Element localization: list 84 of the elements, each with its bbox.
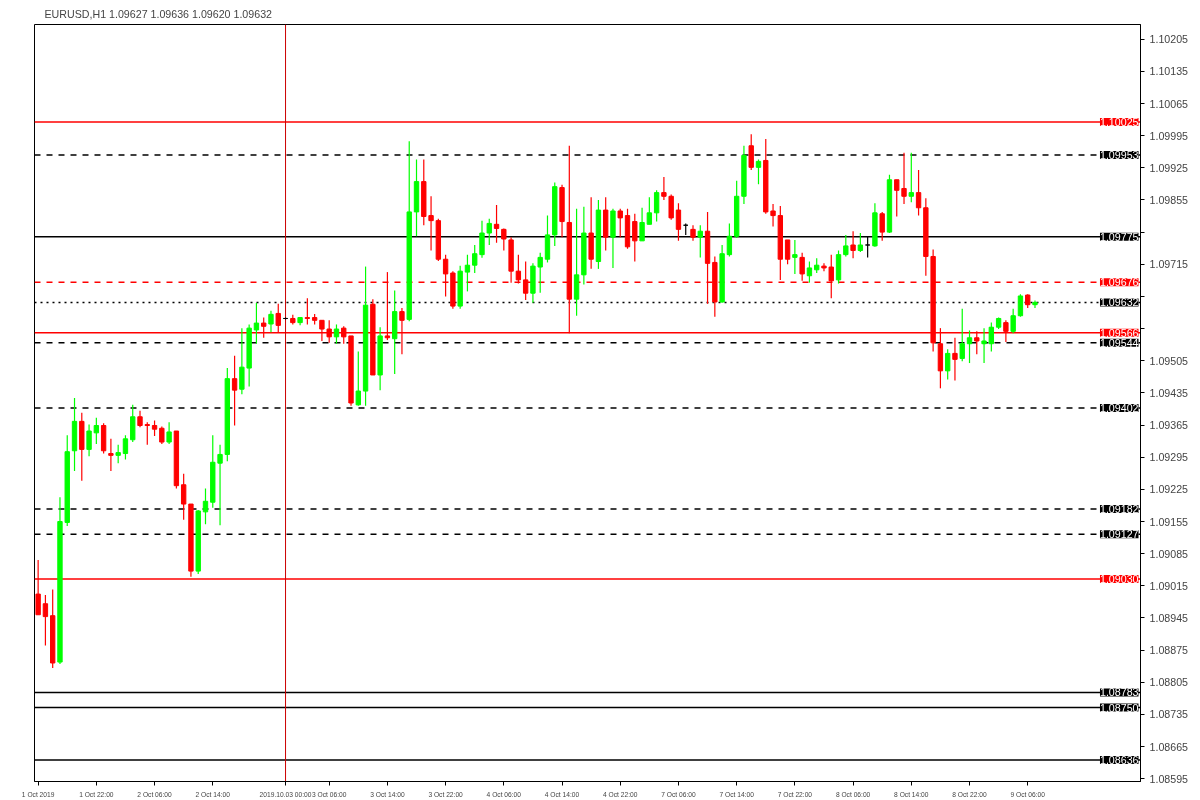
y-tick-label: 1.08595	[1149, 772, 1189, 785]
y-tick-label: 1.09505	[1149, 354, 1189, 367]
candlestick	[784, 239, 791, 265]
ref-line-label: 1.09953	[1099, 148, 1139, 161]
candlestick	[632, 213, 638, 263]
y-tick-label: 1.08945	[1149, 611, 1189, 624]
candlestick	[166, 421, 172, 445]
candlestick	[653, 189, 660, 223]
ref-line-label: 1.08636	[1099, 753, 1139, 766]
ref-line-label: 1.10025	[1099, 115, 1139, 128]
ref-line-label: 1.08783	[1099, 686, 1139, 699]
candlestick	[915, 169, 922, 217]
candlestick	[639, 207, 645, 242]
candlestick	[879, 211, 885, 242]
candlestick	[850, 230, 856, 259]
y-tick-label: 1.08875	[1149, 644, 1189, 657]
y-tick-label: 1.09925	[1149, 161, 1189, 174]
candlestick	[304, 297, 311, 326]
y-tick-label: 1.09365	[1149, 419, 1189, 432]
candlestick	[268, 310, 274, 333]
ref-line-label: 1.08750	[1099, 701, 1139, 714]
candlestick	[966, 329, 973, 364]
ref-line-label: 1.09182	[1099, 503, 1139, 516]
candlestick	[42, 594, 49, 647]
candlestick	[486, 218, 492, 246]
ref-line-label: 1.09632	[1099, 296, 1139, 309]
y-tick-label: 1.09225	[1149, 483, 1189, 496]
candlestick	[122, 434, 129, 461]
ref-line-label: 1.09544	[1099, 336, 1139, 349]
y-tick-label: 1.08805	[1149, 676, 1189, 689]
candlestick	[1010, 308, 1016, 334]
candlestick	[806, 260, 813, 284]
ref-line-label: 1.09127	[1099, 528, 1139, 541]
candlestick	[908, 152, 914, 203]
candlestick	[333, 323, 340, 345]
ref-line-label: 1.09775	[1099, 230, 1139, 243]
candlestick	[501, 227, 507, 252]
candlestick	[617, 208, 623, 238]
chart-title: EURUSD,H1 1.09627 1.09636 1.09620 1.09632	[44, 7, 273, 20]
y-tick-label: 1.09085	[1149, 547, 1189, 560]
candlestick	[792, 239, 798, 275]
candlestick	[726, 222, 733, 258]
candlestick	[959, 308, 965, 362]
candlestick	[944, 348, 951, 381]
candlestick	[857, 232, 864, 253]
candlestick	[464, 254, 471, 292]
candlestick	[93, 417, 100, 445]
candlestick	[646, 196, 653, 225]
candlestick	[843, 234, 849, 258]
y-tick-label: 1.09435	[1149, 386, 1189, 399]
ref-line-label: 1.09402	[1099, 402, 1139, 415]
y-tick-label: 1.09855	[1149, 193, 1189, 206]
candlestick	[799, 252, 805, 282]
candlestick	[180, 473, 187, 521]
candlestick	[697, 224, 703, 258]
ref-line-label: 1.09030	[1099, 572, 1139, 585]
candlestick	[748, 133, 754, 171]
candlestick	[981, 327, 987, 364]
y-tick-label: 1.10135	[1149, 65, 1189, 78]
ref-line-label: 1.09676	[1099, 276, 1139, 289]
y-tick-label: 1.09995	[1149, 129, 1189, 142]
y-tick-label: 1.10205	[1149, 33, 1189, 46]
candlestick	[493, 204, 500, 244]
candlestick	[86, 423, 92, 457]
candlestick	[952, 337, 958, 382]
candlestick	[253, 302, 260, 345]
candlestick	[231, 355, 238, 427]
candlestick	[355, 350, 361, 407]
y-tick-label: 1.08735	[1149, 708, 1189, 721]
candlestick	[675, 202, 682, 242]
y-tick-label: 1.09155	[1149, 515, 1189, 528]
ref-line-label: 1.09566	[1099, 326, 1139, 339]
candlestick	[108, 438, 114, 472]
y-tick-label: 1.09295	[1149, 451, 1189, 464]
candlestick	[1017, 293, 1024, 318]
y-tick-label: 1.09715	[1149, 258, 1189, 271]
y-tick-label: 1.09015	[1149, 579, 1189, 592]
candlestick	[130, 404, 136, 443]
y-tick-label: 1.10065	[1149, 97, 1189, 110]
candlestick	[115, 444, 121, 464]
candlestick	[202, 487, 209, 525]
candlestick	[755, 158, 762, 185]
y-tick-label: 1.08665	[1149, 740, 1189, 753]
candlestick	[988, 322, 995, 353]
